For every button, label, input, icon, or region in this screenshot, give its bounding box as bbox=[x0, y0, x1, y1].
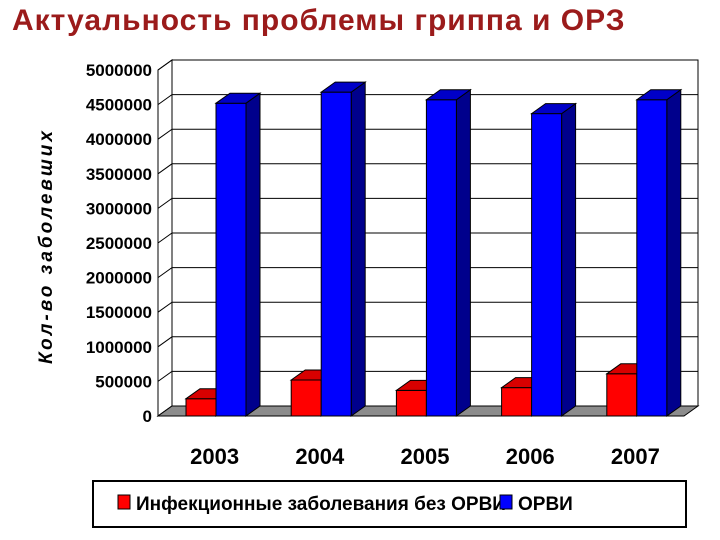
y-tick-label: 4000000 bbox=[86, 130, 152, 149]
x-category-label: 2005 bbox=[401, 444, 450, 469]
y-axis-ticks: 0 500000 1000000 1500000 2000000 2500000 30000… bbox=[86, 61, 152, 426]
gridline bbox=[157, 267, 698, 279]
y-tick-label: 4500000 bbox=[86, 96, 152, 115]
bar-front-face bbox=[636, 99, 668, 417]
slide-title: Актуальность проблемы гриппа и ОРЗ bbox=[12, 4, 626, 37]
bar-front-face bbox=[320, 91, 352, 417]
y-tick-label: 3000000 bbox=[86, 199, 152, 218]
y-tick-label: 2500000 bbox=[86, 234, 152, 253]
y-tick-label: 2000000 bbox=[86, 269, 152, 288]
gridline bbox=[157, 336, 698, 348]
bar bbox=[319, 81, 367, 417]
bar-top-face bbox=[214, 92, 262, 104]
bar-front-face bbox=[185, 398, 217, 417]
gridline bbox=[157, 163, 698, 175]
gridline bbox=[157, 197, 698, 209]
y-tick-label: 500000 bbox=[95, 372, 152, 391]
bar-side-face bbox=[350, 81, 366, 417]
gridline bbox=[157, 94, 698, 106]
y-axis-label: Кол-во заболевших bbox=[36, 128, 57, 364]
legend-swatch bbox=[117, 494, 131, 510]
legend-box bbox=[92, 480, 687, 528]
bar bbox=[214, 92, 262, 417]
x-category-label: 2004 bbox=[295, 444, 345, 469]
x-category-label: 2007 bbox=[611, 444, 660, 469]
y-tick-label: 5000000 bbox=[86, 61, 152, 80]
bar bbox=[530, 102, 578, 417]
bar-side-face bbox=[561, 102, 577, 417]
bar-side-face bbox=[245, 92, 261, 417]
bar-front-face bbox=[290, 379, 322, 417]
gridline bbox=[157, 59, 698, 71]
x-category-label: 2006 bbox=[506, 444, 555, 469]
gridline bbox=[157, 301, 698, 313]
bar bbox=[635, 88, 683, 417]
gridline bbox=[157, 128, 698, 140]
legend-label: ОРВИ bbox=[518, 494, 573, 515]
bar-side-face bbox=[666, 88, 682, 417]
bar-front-face bbox=[531, 113, 563, 417]
bar-top-face bbox=[635, 89, 683, 101]
bar-front-face bbox=[606, 373, 638, 417]
bar-top-face bbox=[530, 103, 578, 115]
bar-front-face bbox=[215, 102, 247, 417]
legend-swatch bbox=[499, 494, 513, 510]
bar-top-face bbox=[319, 81, 367, 93]
bar-front-face bbox=[501, 387, 533, 417]
x-axis-categories: 2003 2004 2005 2006 2007 bbox=[190, 444, 660, 469]
bar bbox=[424, 88, 472, 417]
bars bbox=[184, 81, 683, 417]
gridline bbox=[157, 232, 698, 244]
bar-top-face bbox=[424, 89, 472, 101]
y-tick-label: 1500000 bbox=[86, 303, 152, 322]
gridline bbox=[157, 370, 698, 382]
x-category-label: 2003 bbox=[190, 444, 239, 469]
legend: Инфекционные заболевания без ОРВИ ОРВИ bbox=[92, 480, 687, 528]
bar-front-face bbox=[395, 389, 427, 417]
bar-side-face bbox=[455, 88, 471, 417]
y-tick-label: 1000000 bbox=[86, 338, 152, 357]
bar-front-face bbox=[425, 99, 457, 417]
y-tick-label: 0 bbox=[143, 407, 152, 426]
legend-label: Инфекционные заболевания без ОРВИ bbox=[136, 494, 506, 515]
y-tick-label: 3500000 bbox=[86, 165, 152, 184]
